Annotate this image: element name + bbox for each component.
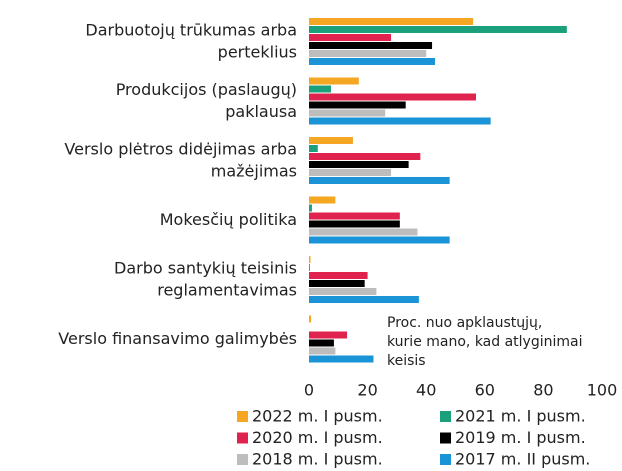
x-tick-label: 20 xyxy=(357,381,377,400)
x-tick-label: 60 xyxy=(475,381,495,400)
category-label: mažėjimas xyxy=(211,162,297,181)
category-label: Verslo finansavimo galimybės xyxy=(58,329,297,348)
legend-swatch xyxy=(440,454,451,465)
annotation: Proc. nuo apklaustųjų, xyxy=(387,315,542,331)
legend-label: 2019 m. I pusm. xyxy=(455,428,586,447)
category-label: perteklius xyxy=(218,43,297,62)
bar xyxy=(309,42,433,49)
bar xyxy=(309,109,386,117)
bar xyxy=(309,355,374,363)
category-label: paklausa xyxy=(225,102,297,121)
bar xyxy=(309,288,377,295)
bar xyxy=(309,196,336,204)
bar xyxy=(309,58,435,65)
bar xyxy=(309,93,477,101)
legend-swatch xyxy=(237,411,248,422)
bar xyxy=(309,228,418,236)
bar xyxy=(309,34,392,41)
annotation: keisis xyxy=(387,353,426,369)
legend-label: 2018 m. I pusm. xyxy=(252,450,383,469)
x-tick-label: 40 xyxy=(416,381,436,400)
bar xyxy=(309,169,392,176)
bar xyxy=(309,101,406,109)
legend-swatch xyxy=(440,411,451,422)
category-label: Darbuotojų trūkumas arba xyxy=(85,21,297,40)
bar xyxy=(309,177,450,184)
legend-label: 2022 m. I pusm. xyxy=(252,407,383,426)
bar xyxy=(309,331,348,339)
bar xyxy=(309,347,336,355)
bar xyxy=(309,212,400,220)
category-label: Produkcijos (paslaugų) xyxy=(116,80,297,99)
bar xyxy=(309,264,310,271)
category-label: reglamentavimas xyxy=(157,281,297,300)
bar xyxy=(309,137,353,144)
category-label: Verslo plėtros didėjimas arba xyxy=(64,140,297,159)
annotation: kurie mano, kad atlyginimai xyxy=(387,334,582,350)
bar xyxy=(309,85,331,93)
x-tick-label: 80 xyxy=(533,381,553,400)
category-label: Darbo santykių teisinis xyxy=(114,259,297,278)
bar xyxy=(309,204,312,212)
bar xyxy=(309,315,312,323)
legend-label: 2017 m. II pusm. xyxy=(455,450,590,469)
bar xyxy=(309,77,359,85)
bar xyxy=(309,236,450,244)
bar xyxy=(309,18,474,25)
legend-swatch xyxy=(237,454,248,465)
bar xyxy=(309,145,318,152)
bar xyxy=(309,50,427,57)
bar xyxy=(309,272,368,279)
legend-swatch xyxy=(237,432,248,444)
legend-label: 2021 m. I pusm. xyxy=(455,407,586,426)
bar xyxy=(309,296,419,303)
x-tick-label: 100 xyxy=(587,381,618,400)
bar xyxy=(309,117,491,125)
bar xyxy=(309,220,400,228)
legend-swatch xyxy=(440,432,451,444)
bar xyxy=(309,256,311,263)
bar xyxy=(309,280,365,287)
bar xyxy=(309,161,409,168)
bar xyxy=(309,153,421,160)
category-label: Mokesčių politika xyxy=(160,210,297,229)
x-tick-label: 0 xyxy=(304,381,314,400)
bar xyxy=(309,26,567,33)
legend-label: 2020 m. I pusm. xyxy=(252,428,383,447)
bar xyxy=(309,339,334,347)
